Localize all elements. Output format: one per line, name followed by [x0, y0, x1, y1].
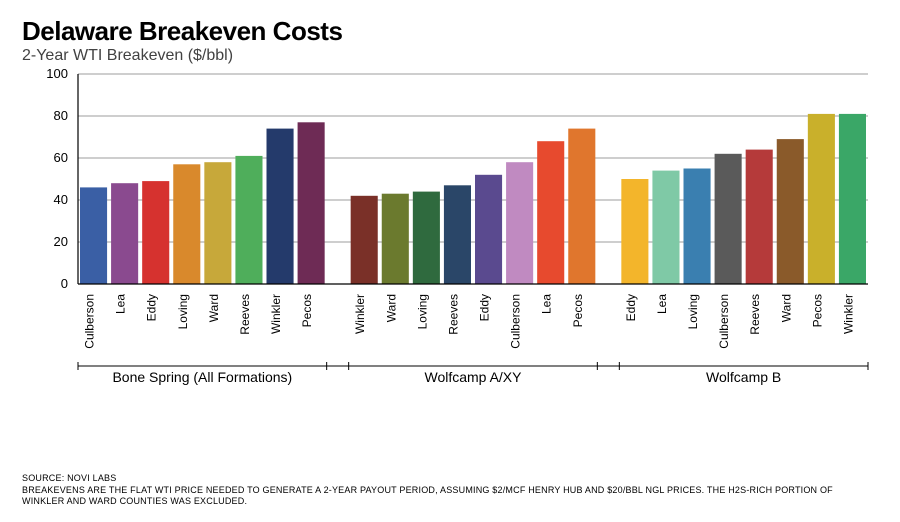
bar-label: Ward — [779, 294, 793, 322]
bar — [777, 139, 804, 284]
bar-label: Reeves — [238, 294, 252, 335]
bar — [715, 154, 742, 284]
chart-title: Delaware Breakeven Costs — [22, 18, 878, 45]
bar — [142, 181, 169, 284]
bar-label: Loving — [686, 294, 700, 329]
chart-container: 0 20 40 60 80 100 Culberson Lea Eddy Loving Ward Re… — [22, 68, 878, 428]
bar — [746, 150, 773, 284]
bar-label: Loving — [415, 294, 429, 329]
chart-subtitle: 2-Year WTI Breakeven ($/bbl) — [22, 47, 878, 65]
footnote-source: SOURCE: NOVI LABS — [22, 473, 870, 485]
breakeven-chart: 0 20 40 60 80 100 Culberson Lea Eddy Loving Ward Re… — [22, 68, 878, 428]
bar-label: Lea — [655, 294, 669, 314]
bar-label: Pecos — [571, 294, 585, 327]
bar — [298, 122, 325, 284]
bar — [111, 183, 138, 284]
bar-label: Reeves — [748, 294, 762, 335]
bar-label: Winkler — [353, 294, 367, 334]
bar-label: Lea — [540, 294, 554, 314]
bar-label: Culberson — [509, 294, 523, 349]
group-label: Wolfcamp A/XY — [424, 369, 522, 385]
bar-label: Eddy — [624, 294, 638, 321]
svg-text:40: 40 — [54, 192, 68, 207]
bar-label: Lea — [114, 294, 128, 314]
svg-text:20: 20 — [54, 234, 68, 249]
svg-text:0: 0 — [61, 276, 68, 291]
bar — [235, 156, 262, 284]
bar — [684, 169, 711, 285]
bar — [382, 194, 409, 284]
footnote-text: BREAKEVENS ARE THE FLAT WTI PRICE NEEDED… — [22, 485, 833, 507]
bar — [80, 187, 107, 284]
bar — [839, 114, 866, 284]
group-label: Wolfcamp B — [706, 369, 781, 385]
bar — [621, 179, 648, 284]
bar — [475, 175, 502, 284]
bar-label: Culberson — [717, 294, 731, 349]
bar — [444, 185, 471, 284]
svg-text:100: 100 — [46, 68, 68, 81]
bar-label: Reeves — [446, 294, 460, 335]
bar — [537, 141, 564, 284]
bar-label: Loving — [176, 294, 190, 329]
bar-label: Winkler — [841, 294, 855, 334]
bar-label: Eddy — [478, 294, 492, 321]
svg-text:60: 60 — [54, 150, 68, 165]
bar — [652, 171, 679, 284]
bar-label: Pecos — [300, 294, 314, 327]
bar-label: Pecos — [810, 294, 824, 327]
bar — [267, 129, 294, 284]
bar — [204, 162, 231, 284]
group-label: Bone Spring (All Formations) — [112, 369, 292, 385]
bar-label: Culberson — [83, 294, 97, 349]
page-root: Delaware Breakeven Costs 2-Year WTI Brea… — [0, 0, 900, 522]
bar-label: Winkler — [269, 294, 283, 334]
bar — [351, 196, 378, 284]
chart-footnote: SOURCE: NOVI LABS BREAKEVENS ARE THE FLA… — [22, 473, 870, 508]
bar — [568, 129, 595, 284]
bar — [173, 164, 200, 284]
bar-label: Ward — [384, 294, 398, 322]
svg-text:80: 80 — [54, 108, 68, 123]
bar — [808, 114, 835, 284]
bar — [413, 192, 440, 284]
bar-label: Ward — [207, 294, 221, 322]
bar — [506, 162, 533, 284]
bar-label: Eddy — [145, 294, 159, 321]
